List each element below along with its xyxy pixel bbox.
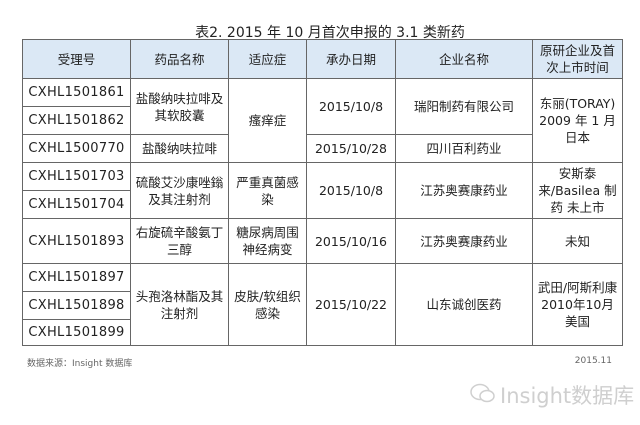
table-row: CXHL1501898 [22, 291, 623, 320]
header-cell: 原研企业及首次上市时间 [532, 39, 623, 79]
originator-cell: 武田/阿斯利康 2010年10月 美国 [532, 263, 623, 346]
table-row: CXHL1500770 盐酸纳呋拉啡 2015/10/28 四川百利药业 [22, 134, 623, 163]
header-cell: 承办日期 [306, 39, 396, 79]
id-cell: CXHL1501862 [22, 106, 131, 135]
id-cell: CXHL1501898 [22, 291, 131, 320]
originator-cell: 未知 [532, 218, 623, 264]
header-cell: 受理号 [22, 39, 131, 79]
table-row: CXHL1501862 [22, 106, 623, 135]
date-cell: 2015/10/28 [306, 134, 396, 163]
id-cell: CXHL1501899 [22, 319, 131, 346]
table-row: CXHL1501899 [22, 319, 623, 346]
company-cell: 江苏奥赛康药业 [395, 162, 533, 219]
header-cell: 药品名称 [130, 39, 229, 79]
report-date: 2015.11 [574, 356, 612, 366]
date-cell: 2015/10/22 [306, 263, 396, 346]
indication-cell: 瘙痒症 [228, 78, 307, 163]
company-cell: 瑞阳制药有限公司 [395, 78, 533, 135]
date-cell: 2015/10/8 [306, 78, 396, 135]
id-cell: CXHL1501893 [22, 218, 131, 264]
date-cell: 2015/10/8 [306, 162, 396, 219]
header-row: 受理号 药品名称 适应症 承办日期 企业名称 原研企业及首次上市时间 [22, 39, 623, 79]
originator-cell: 安斯泰来/Basilea 制药 未上市 [532, 162, 623, 219]
new-drugs-table: 受理号 药品名称 适应症 承办日期 企业名称 原研企业及首次上市时间 CXHL1… [22, 39, 623, 346]
drug-cell: 硫酸艾沙康唑鎓及其注射剂 [130, 162, 229, 219]
chat-bubble-icon [470, 382, 496, 409]
source-note: 数据来源：Insight 数据库 [27, 359, 133, 369]
table-row: CXHL1501703 硫酸艾沙康唑鎓及其注射剂 严重真菌感染 2015/10/… [22, 162, 623, 219]
table-row: CXHL1501893 右旋硫辛酸氨丁三醇 糖尿病周围神经病变 2015/10/… [22, 218, 623, 264]
id-cell: CXHL1501703 [22, 162, 131, 191]
company-cell: 四川百利药业 [395, 134, 533, 163]
table-row: CXHL1501861 盐酸纳呋拉啡及其软胶囊 瘙痒症 2015/10/8 瑞阳… [22, 78, 623, 163]
header-cell: 适应症 [228, 39, 307, 79]
table-row: CXHL1501897 头孢洛林酯及其注射剂 皮肤/软组织感染 2015/10/… [22, 263, 623, 346]
watermark-text: Insight数据库 [500, 384, 635, 408]
drug-cell: 盐酸纳呋拉啡 [130, 134, 229, 163]
header-cell: 企业名称 [395, 39, 533, 79]
id-cell: CXHL1501897 [22, 263, 131, 292]
company-cell: 江苏奥赛康药业 [395, 218, 533, 264]
drug-cell: 头孢洛林酯及其注射剂 [130, 263, 229, 346]
indication-cell: 糖尿病周围神经病变 [228, 218, 307, 264]
indication-cell: 皮肤/软组织感染 [228, 263, 307, 346]
date-cell: 2015/10/16 [306, 218, 396, 264]
drug-cell: 右旋硫辛酸氨丁三醇 [130, 218, 229, 264]
watermark-logo: Insight数据库 [470, 380, 634, 410]
id-cell: CXHL1500770 [22, 134, 131, 163]
id-cell: CXHL1501704 [22, 190, 131, 219]
table-title: 表2. 2015 年 10 月首次申报的 3.1 类新药 [195, 25, 465, 41]
originator-cell: 东丽(TORAY) 2009 年 1 月 日本 [532, 78, 623, 163]
id-cell: CXHL1501861 [22, 78, 131, 107]
indication-cell: 严重真菌感染 [228, 162, 307, 219]
drug-cell: 盐酸纳呋拉啡及其软胶囊 [130, 78, 229, 135]
company-cell: 山东诚创医药 [395, 263, 533, 346]
